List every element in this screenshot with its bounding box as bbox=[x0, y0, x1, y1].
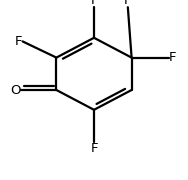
Text: F: F bbox=[15, 35, 23, 48]
Text: F: F bbox=[124, 0, 132, 7]
Text: F: F bbox=[90, 142, 98, 155]
Text: O: O bbox=[10, 84, 21, 96]
Text: F: F bbox=[90, 0, 98, 7]
Text: F: F bbox=[169, 51, 177, 64]
